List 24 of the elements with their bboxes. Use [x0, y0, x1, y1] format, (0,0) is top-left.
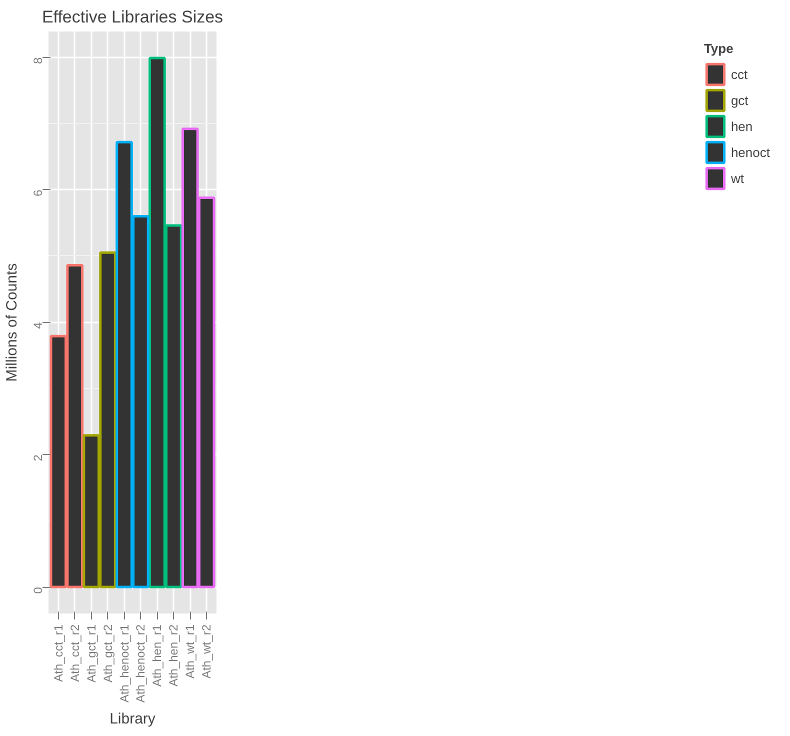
- legend-label: wt: [730, 170, 745, 186]
- x-tick-label: Ath_gct_r1: [84, 624, 98, 683]
- x-tick-label: Ath_hen_r1: [150, 624, 164, 687]
- x-tick-label: Ath_hen_r2: [166, 624, 181, 687]
- y-tick-label: 4: [31, 322, 45, 329]
- y-tick-label: 8: [31, 56, 45, 64]
- x-tick-label: Ath_gct_r2: [100, 624, 115, 683]
- legend-label: cct: [730, 66, 749, 82]
- y-tick-label: 2: [31, 454, 45, 462]
- legend-label: hen: [730, 118, 753, 134]
- x-tick-label: Ath_wt_r2: [200, 624, 214, 679]
- x-tick-label: Ath_cct_r2: [68, 624, 82, 682]
- legend-label: gct: [730, 92, 750, 108]
- legend-title: Type: [704, 41, 734, 56]
- x-tick-label: Ath_henoct_r2: [134, 624, 148, 703]
- y-tick-label: 6: [31, 189, 45, 196]
- x-axis-title: Library: [110, 710, 156, 728]
- y-axis-title: Millions of Counts: [4, 263, 20, 382]
- x-tick-label: Ath_henoct_r1: [117, 624, 132, 703]
- legend-label: henoct: [730, 144, 770, 160]
- chart-title: Effective Libraries Sizes: [42, 8, 224, 26]
- x-tick-label: Ath_cct_r1: [51, 624, 66, 682]
- x-tick-label: Ath_wt_r1: [183, 624, 198, 679]
- y-tick-label: 0: [31, 586, 45, 594]
